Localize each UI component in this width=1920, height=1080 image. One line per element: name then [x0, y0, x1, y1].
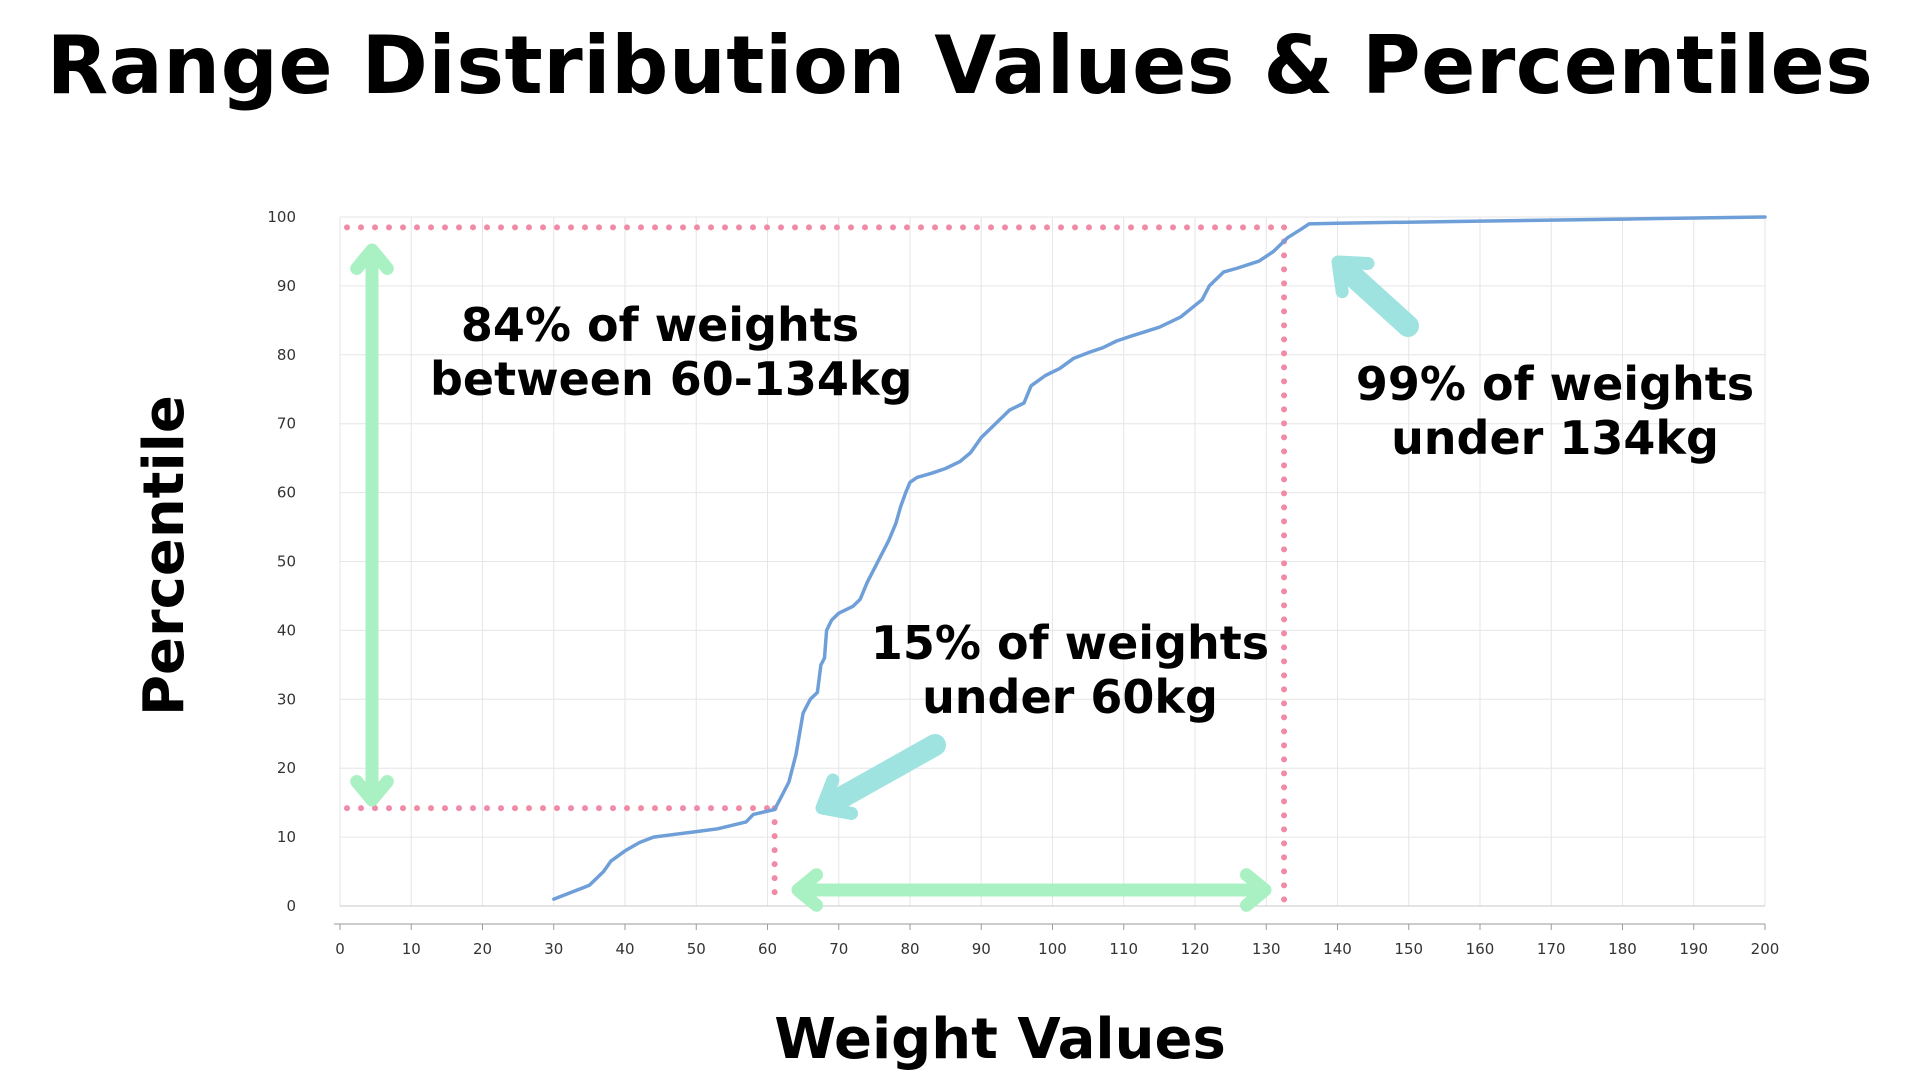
x-tick-label: 130 — [1252, 940, 1281, 958]
x-tick-label: 40 — [615, 940, 634, 958]
reference-lines — [344, 224, 1288, 909]
annotation-lower-line2: under 60kg — [922, 670, 1218, 724]
pointer-arrow-lower — [819, 734, 946, 815]
vertical-arrow-head-top — [350, 243, 394, 275]
annotation-upper-line1: 99% of weights — [1355, 357, 1755, 411]
y-tick-label: 40 — [277, 621, 296, 639]
annotation-range-line1: 84% of weights — [460, 298, 860, 352]
annotation-lower-line1: 15% of weights — [870, 616, 1270, 670]
x-tick-label: 150 — [1394, 940, 1423, 958]
x-tick-label: 60 — [758, 940, 777, 958]
y-tick-label: 20 — [277, 759, 296, 777]
annotation-range: 84% of weights between 60-134kg — [430, 298, 913, 406]
x-tick-label: 140 — [1323, 940, 1352, 958]
y-tick-label: 50 — [277, 553, 296, 571]
x-tick-label: 20 — [473, 940, 492, 958]
y-tick-label: 30 — [277, 690, 296, 708]
horizontal-arrow-head-right — [1240, 868, 1272, 912]
x-tick-label: 30 — [544, 940, 563, 958]
x-tick-label: 50 — [687, 940, 706, 958]
chart-title: Range Distribution Values & Percentiles — [46, 19, 1874, 112]
x-tick-label: 200 — [1751, 940, 1780, 958]
x-tick-label: 70 — [829, 940, 848, 958]
annotation-lower: 15% of weights under 60kg — [860, 616, 1280, 724]
x-tick-label: 100 — [1038, 940, 1067, 958]
pointer-arrow-upper — [1333, 257, 1419, 337]
x-tick-label: 110 — [1109, 940, 1138, 958]
y-tick-label: 80 — [277, 346, 296, 364]
y-tick-label: 0 — [286, 897, 296, 915]
y-tick-label: 60 — [277, 484, 296, 502]
y-tick-label: 10 — [277, 828, 296, 846]
pointer-arrow-lower-head — [815, 773, 859, 820]
x-tick-label: 90 — [972, 940, 991, 958]
annotation-range-line2: between 60-134kg — [430, 352, 913, 406]
pointer-arrow-upper-head — [1331, 255, 1375, 299]
x-tick-label: 0 — [335, 940, 345, 958]
x-tick-label: 180 — [1608, 940, 1637, 958]
x-tick-label: 190 — [1679, 940, 1708, 958]
x-tick-label: 10 — [402, 940, 421, 958]
x-axis-label: Weight Values — [774, 1007, 1226, 1072]
vertical-arrow-head-bottom — [350, 775, 394, 807]
y-axis-label: Percentile — [132, 395, 197, 716]
x-tick-label: 170 — [1537, 940, 1566, 958]
series-layer — [552, 215, 1767, 901]
series-line — [552, 215, 1767, 901]
horizontal-arrow-head-left — [791, 868, 823, 912]
y-tick-label: 100 — [267, 208, 296, 226]
grid-layer — [339, 216, 1766, 907]
annotation-upper: 99% of weights under 134kg — [1345, 357, 1765, 465]
x-tick-label: 80 — [900, 940, 919, 958]
y-tick-label: 90 — [277, 277, 296, 295]
axis-layer: 0 10 20 30 40 50 60 70 80 90 100 110 120 130 140 150 160… — [267, 208, 1779, 958]
x-tick-label: 160 — [1466, 940, 1495, 958]
y-tick-label: 70 — [277, 415, 296, 433]
arrow-layer — [350, 243, 1419, 912]
annotation-upper-line2: under 134kg — [1391, 411, 1719, 465]
x-tick-label: 120 — [1181, 940, 1210, 958]
